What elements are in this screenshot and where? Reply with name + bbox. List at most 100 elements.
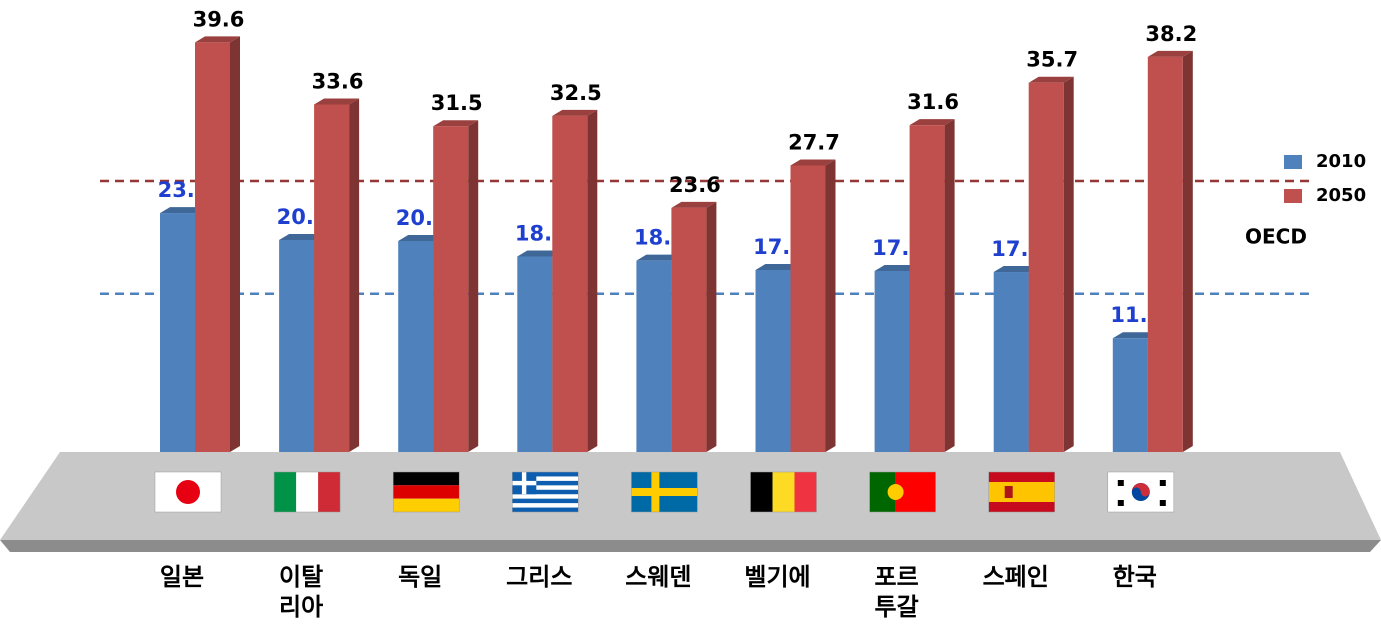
flag-part <box>176 480 200 504</box>
flag-border <box>750 471 817 513</box>
bar-side <box>1182 50 1193 452</box>
value-label: 31.6 <box>907 90 959 114</box>
legend-swatch <box>1284 189 1302 203</box>
bar-top <box>433 120 479 127</box>
flag <box>988 471 1055 513</box>
bar-top <box>1147 50 1193 57</box>
bar <box>993 272 1029 452</box>
flag <box>273 471 341 513</box>
flag-part <box>393 498 460 512</box>
flag-part <box>393 485 460 499</box>
bar <box>279 239 315 452</box>
flag-part <box>1117 500 1124 506</box>
flag-border <box>392 471 460 513</box>
bar-top <box>279 233 325 240</box>
bar <box>398 240 434 452</box>
bar <box>1028 82 1064 452</box>
flag-part <box>512 507 579 512</box>
bar <box>1112 338 1148 452</box>
flag-part <box>1117 480 1124 486</box>
bar-top <box>552 109 598 116</box>
flag-part <box>750 472 773 512</box>
bar-top <box>160 207 205 214</box>
bar <box>909 125 945 452</box>
category-label: 독일 <box>398 563 443 591</box>
bar <box>671 207 707 452</box>
flag-border <box>1107 471 1175 513</box>
bar-top <box>517 250 563 257</box>
bar-side <box>349 98 360 452</box>
flag-part <box>318 472 341 512</box>
bar <box>314 104 350 452</box>
value-label: 32.5 <box>550 81 602 105</box>
flag-part <box>988 472 1055 482</box>
bar-side <box>468 120 479 452</box>
bar-side <box>587 109 598 452</box>
category-label: 일본 <box>159 563 205 591</box>
flag-border <box>512 471 579 513</box>
bar-top <box>909 119 955 126</box>
bar-top <box>874 264 920 271</box>
flag-part <box>631 488 698 496</box>
category-label: 한국 <box>1112 563 1157 591</box>
flag-part <box>988 502 1055 512</box>
flag-part <box>1159 500 1166 506</box>
bar <box>874 270 910 452</box>
value-label: 38.2 <box>1145 22 1197 46</box>
flag-part <box>1004 486 1013 498</box>
bar <box>517 256 553 452</box>
flag <box>392 471 460 513</box>
value-label: 35.7 <box>1026 48 1078 72</box>
reference-label: OECD <box>1245 225 1307 249</box>
category-label: 벨기에 <box>744 563 811 591</box>
category-label: 이탈 리아 <box>279 563 324 621</box>
flag-part <box>512 472 579 477</box>
category-label: 그리스 <box>506 563 573 591</box>
bar <box>433 126 469 452</box>
value-label: 27.7 <box>788 130 840 154</box>
flag-part <box>772 472 795 512</box>
bar <box>552 115 588 452</box>
bar-top <box>1028 76 1074 83</box>
flag <box>750 471 817 513</box>
bar <box>755 269 791 452</box>
flag-border <box>869 471 936 513</box>
flag-part <box>512 489 579 495</box>
value-label: 23.6 <box>669 173 721 197</box>
bar-top <box>636 254 682 261</box>
flag <box>1107 471 1175 513</box>
flag-part <box>794 472 817 512</box>
legend-label: 2010 <box>1316 151 1366 172</box>
flag-border <box>631 471 698 513</box>
bar <box>195 42 230 453</box>
flag-part <box>274 472 297 512</box>
bar <box>636 260 672 452</box>
category-label: 스페인 <box>982 563 1049 591</box>
value-label: 31.5 <box>431 91 483 115</box>
flag-part <box>393 472 460 486</box>
flag-part <box>512 498 579 504</box>
bar-top <box>1112 332 1158 339</box>
flag <box>631 471 698 513</box>
category-label: 포르 투갈 <box>874 563 919 621</box>
flag <box>154 471 222 513</box>
bar-top <box>755 263 801 270</box>
bar-top <box>314 98 360 105</box>
flag-part <box>512 480 579 486</box>
flag <box>869 471 936 513</box>
flag-part <box>512 480 537 486</box>
value-label: 39.6 <box>193 7 245 31</box>
flag <box>512 471 579 513</box>
category-label: 스웨덴 <box>625 563 692 591</box>
bar-side <box>825 159 836 452</box>
bar-side <box>706 201 717 452</box>
bar-top <box>993 266 1039 273</box>
bar-top <box>671 201 717 208</box>
bar <box>1147 56 1183 452</box>
bar <box>160 213 195 452</box>
bar-top <box>790 159 836 166</box>
bar-side <box>1063 76 1074 452</box>
flag-part <box>1131 483 1150 497</box>
